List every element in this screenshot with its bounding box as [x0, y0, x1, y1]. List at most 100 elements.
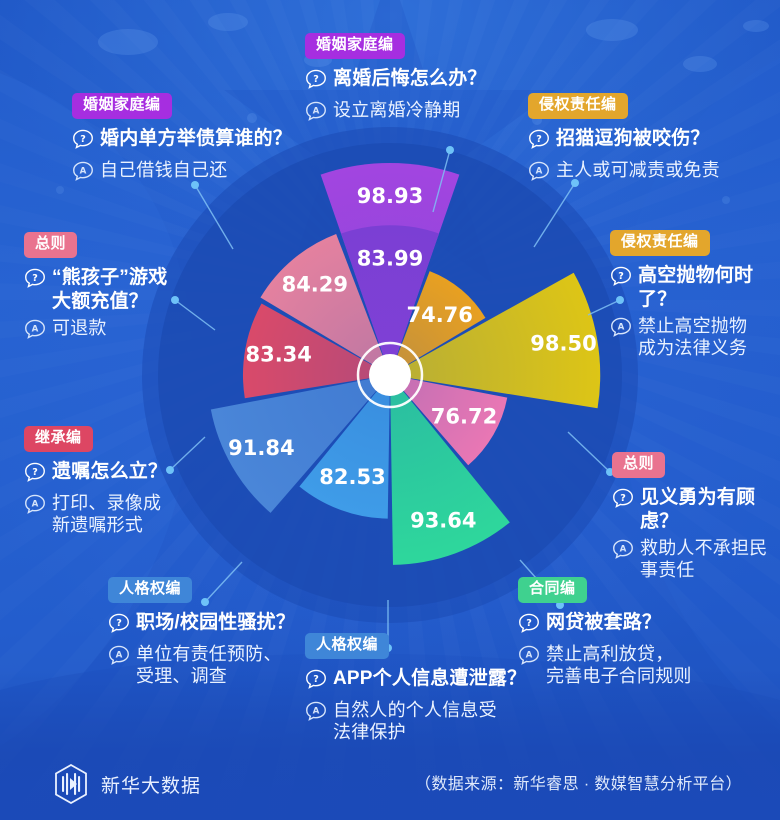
leader-dot [201, 598, 209, 606]
callout-badge: 人格权编 [108, 577, 193, 603]
svg-text:A: A [313, 706, 320, 716]
svg-text:A: A [116, 650, 123, 660]
leader-line [169, 436, 206, 471]
chart-hub-ring [356, 341, 424, 409]
question-mark-icon: ? [72, 129, 94, 156]
question-mark-icon: ? [528, 129, 550, 156]
callout-inheritance-will: 继承编 ? 遗嘱怎么立？ A 打印、录像成 新遗嘱形式 [24, 426, 167, 537]
chart-slice[interactable] [210, 375, 390, 513]
svg-text:?: ? [536, 134, 542, 145]
callout-contract-online-loan: 合同编 ? 网贷被套路？ A 禁止高利放贷， 完善电子合同规则 [518, 577, 692, 688]
answer-line-1: 自然人的个人信息受 [333, 699, 497, 720]
svg-text:A: A [313, 106, 320, 116]
chart-slice[interactable] [341, 225, 439, 375]
answer-mark-icon: A [612, 539, 634, 566]
callout-answer: A 禁止高利放贷， 完善电子合同规则 [518, 643, 692, 688]
callout-answer-text: 可退款 [52, 317, 107, 338]
svg-text:?: ? [620, 493, 626, 504]
chart-slice[interactable] [299, 375, 390, 519]
svg-text:?: ? [32, 467, 38, 478]
answer-line-2: 法律保护 [333, 722, 406, 743]
answer-mark-icon: A [108, 645, 130, 672]
question-mark-icon: ? [108, 613, 130, 640]
leader-line [533, 182, 576, 248]
chart-slice[interactable] [390, 375, 508, 466]
callout-answer-text: 设立离婚冷静期 [333, 99, 461, 120]
question-mark-icon: ? [305, 669, 327, 696]
callout-answer-text: 禁止高利放贷， 完善电子合同规则 [546, 643, 692, 688]
callout-answer: A 可退款 [24, 317, 167, 346]
question-mark-icon: ? [610, 266, 632, 293]
slice-value-label: 83.99 [357, 246, 423, 270]
chart-slice[interactable] [390, 271, 486, 375]
answer-mark-icon: A [610, 317, 632, 344]
callout-answer: A 主人或可减责或免责 [528, 159, 720, 188]
answer-mark-icon: A [305, 701, 327, 728]
xinhua-logo-icon [55, 764, 87, 804]
svg-text:?: ? [116, 618, 122, 629]
leader-dot [446, 146, 454, 154]
callout-answer: A 单位有责任预防、 受理、调查 [108, 643, 295, 688]
answer-line-1: 打印、录像成 [52, 492, 162, 513]
callout-answer-text: 主人或可减责或免责 [556, 159, 720, 180]
leader-dot [556, 601, 564, 609]
slice-value-label: 98.50 [530, 331, 596, 355]
footer: 新华大数据 （数据来源：新华睿思 · 数媒智慧分析平台） [0, 746, 780, 820]
slice-value-label: 91.84 [228, 436, 294, 460]
callout-general-game-recharge: 总则 ? “熊孩子”游戏 大额充值？ A 可退款 [24, 232, 167, 346]
callout-question-text: 见义勇为有顾虑？ [640, 486, 756, 532]
slice-value-label: 84.29 [282, 272, 348, 296]
slice-value-label: 93.64 [410, 509, 476, 533]
svg-text:A: A [618, 322, 625, 332]
callout-tort-falling-object: 侵权责任编 ? 高空抛物何时了？ A 禁止高空抛物 成为法律义务 [610, 230, 780, 360]
leader-line [567, 431, 611, 473]
svg-text:?: ? [618, 271, 624, 282]
chart-slice[interactable] [260, 233, 390, 375]
question-mark-icon: ? [518, 613, 540, 640]
brand: 新华大数据 [54, 764, 201, 804]
question-line-2: 大额充值？ [52, 290, 149, 312]
callout-answer-text: 打印、录像成 新遗嘱形式 [52, 492, 161, 537]
chart-slices [210, 162, 601, 565]
svg-text:A: A [620, 544, 627, 554]
callout-answer-text: 禁止高空抛物 成为法律义务 [638, 315, 747, 360]
answer-mark-icon: A [305, 101, 327, 128]
svg-text:A: A [536, 166, 543, 176]
leader-dot [616, 296, 624, 304]
answer-mark-icon: A [518, 645, 540, 672]
callout-question: ? 见义勇为有顾虑？ [612, 486, 780, 534]
svg-text:?: ? [313, 74, 319, 85]
callout-marriage-debt: 婚姻家庭编 ? 婚内单方举债算谁的？ A 自己借钱自己还 [72, 93, 292, 188]
answer-line-2: 新遗嘱形式 [52, 515, 143, 536]
answer-line-2: 事责任 [640, 560, 695, 581]
answer-mark-icon: A [24, 494, 46, 521]
callout-question: ? “熊孩子”游戏 大额充值？ [24, 266, 167, 314]
callout-question-text: 招猫逗狗被咬伤？ [556, 127, 710, 149]
callout-question-text: 遗嘱怎么立？ [52, 460, 168, 482]
chart-hub [369, 354, 411, 396]
slice-value-label: 83.34 [245, 342, 311, 366]
question-mark-icon: ? [24, 462, 46, 489]
callout-badge: 总则 [612, 452, 666, 478]
callout-badge: 婚姻家庭编 [72, 93, 172, 119]
callout-question-text: APP个人信息遭泄露？ [333, 667, 527, 689]
callout-badge: 侵权责任编 [610, 230, 710, 256]
callout-question-text: 高空抛物何时了？ [638, 264, 754, 310]
callout-answer-text: 自然人的个人信息受 法律保护 [333, 699, 497, 744]
question-mark-icon: ? [24, 268, 46, 295]
callout-question: ? 职场/校园性骚扰？ [108, 611, 295, 640]
svg-text:A: A [32, 499, 39, 509]
slice-value-label: 74.76 [406, 303, 472, 327]
answer-line-1: 禁止高利放贷， [546, 643, 674, 664]
chart-slice[interactable] [390, 375, 510, 565]
callout-question: ? 离婚后悔怎么办？ [305, 67, 487, 96]
callout-answer: A 自己借钱自己还 [72, 159, 292, 188]
chart-slice[interactable] [390, 272, 601, 409]
chart-slice[interactable] [242, 303, 390, 399]
callout-general-good-samaritan: 总则 ? 见义勇为有顾虑？ A 救助人不承担民 事责任 [612, 452, 780, 582]
callout-question-text: 婚内单方举债算谁的？ [100, 127, 293, 149]
callout-question: ? 招猫逗狗被咬伤？ [528, 127, 720, 156]
question-mark-icon: ? [612, 488, 634, 515]
